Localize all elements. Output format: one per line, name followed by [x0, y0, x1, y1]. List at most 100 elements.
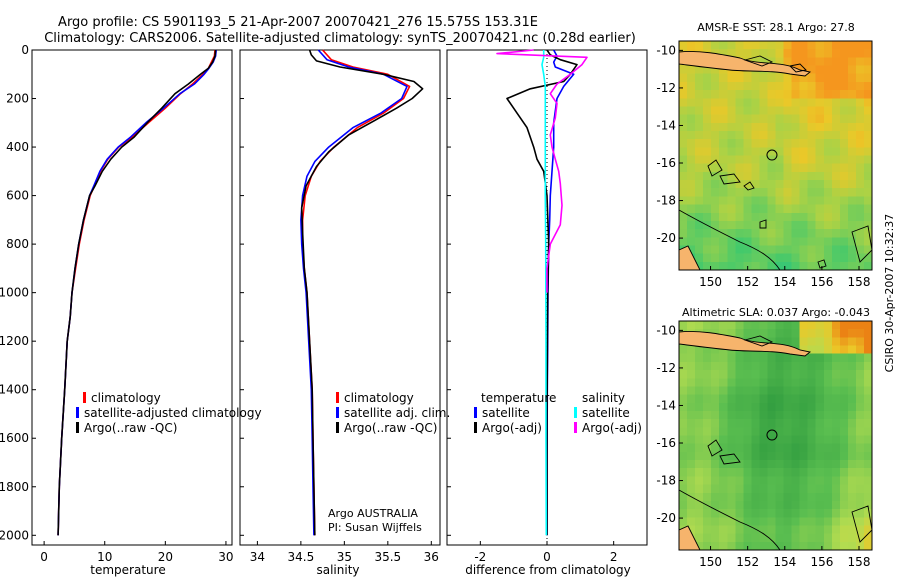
- sla_map-cell: [703, 533, 712, 543]
- sla_map-cell: [695, 533, 704, 543]
- sla_map-cell: [719, 402, 728, 412]
- sst_map-cell: [759, 204, 769, 214]
- sla_map-cell: [823, 443, 833, 453]
- sla_map-cell: [751, 484, 761, 494]
- sst_map-cell: [719, 155, 728, 165]
- sla_map-cell: [727, 378, 736, 388]
- sla_map-cell: [855, 345, 865, 355]
- sst_map-cell: [743, 171, 752, 181]
- sst_map-cell: [807, 122, 817, 132]
- sst_map-cell: [815, 245, 825, 255]
- sst_map-cell: [839, 122, 849, 132]
- sst_map-cell: [847, 253, 857, 263]
- sst_map-cell: [855, 98, 865, 108]
- sla_map-cell: [751, 361, 761, 371]
- sla_map-cell: [823, 484, 833, 494]
- sst_map-cell: [759, 41, 769, 50]
- sst_map-cell: [759, 155, 769, 165]
- sst_map-cell: [839, 98, 849, 108]
- sla_map-cell: [751, 419, 761, 428]
- sst_map-cell: [807, 180, 817, 189]
- sst_map-cell: [783, 106, 793, 116]
- sla_map-cell: [823, 500, 833, 510]
- sst_map-cell: [815, 261, 825, 270]
- sla_map-cell: [711, 509, 720, 518]
- sst_map-cell: [815, 253, 825, 263]
- sst_map-cell: [687, 106, 696, 116]
- sst_map-cell: [775, 196, 785, 206]
- sla_map-cell: [831, 541, 841, 550]
- sst_map-cell: [735, 245, 744, 255]
- sla_map-cell: [695, 476, 704, 486]
- sla_map-cell: [831, 451, 841, 461]
- sst_map-cell: [847, 73, 857, 83]
- sla_map-cell: [807, 353, 817, 363]
- sst_map-cell: [687, 90, 696, 99]
- sla_map-cell: [863, 394, 872, 404]
- sla_map-cell: [799, 435, 809, 445]
- sla_map-cell: [735, 378, 744, 388]
- legend-swatch-satellite-adjusted: [76, 407, 79, 418]
- sla_map-cell: [783, 435, 793, 445]
- sla_map-cell: [855, 525, 865, 535]
- sst_map-cell: [807, 212, 817, 222]
- sst_map-cell: [807, 237, 817, 247]
- sla_map-cell: [855, 476, 865, 486]
- sla-land-papua: [679, 331, 812, 357]
- sst_map-cell: [783, 261, 793, 270]
- sla_map-cell: [751, 533, 761, 543]
- sla_map-cell: [695, 386, 704, 396]
- sla_map-cell: [815, 443, 825, 453]
- sst_map-cell: [847, 90, 857, 99]
- sst_map-cell: [807, 57, 817, 67]
- sla_map-cell: [703, 427, 712, 437]
- sla_map-cell: [687, 468, 696, 477]
- sst_map-cell: [791, 253, 801, 263]
- sla_map-cell: [855, 427, 865, 437]
- sla_map-cell: [743, 509, 752, 518]
- legend-label-satellite-adjusted: satellite-adjusted climatology: [84, 406, 262, 420]
- sla_map-cell: [823, 370, 833, 379]
- sla_map-cell: [719, 476, 728, 486]
- sla_map-xtick-label: 156: [810, 555, 833, 569]
- sst_map-cell: [847, 114, 857, 124]
- sla_map-cell: [703, 321, 712, 330]
- sla_map-cell: [831, 345, 841, 355]
- sst_map-cell: [831, 204, 841, 214]
- sst_map-cell: [783, 41, 793, 50]
- sla_map-cell: [783, 492, 793, 502]
- sst_map-cell: [703, 147, 712, 157]
- sla_map-cell: [799, 370, 809, 379]
- sst_map-cell: [847, 98, 857, 108]
- sst_map-cell: [751, 41, 761, 50]
- sla_map-cell: [823, 533, 833, 543]
- sla_map-cell: [775, 410, 785, 420]
- sst_map-cell: [847, 130, 857, 140]
- sla_map-cell: [727, 386, 736, 396]
- sla_map-cell: [847, 361, 857, 371]
- sla_map-cell: [855, 419, 865, 428]
- sst_map-ytick-label: -14: [656, 118, 676, 132]
- sst_map-cell: [831, 122, 841, 132]
- sla_map-cell: [791, 419, 801, 428]
- sst_map-cell: [775, 163, 785, 173]
- sla_map-cell: [767, 370, 777, 379]
- sla_map-cell: [711, 517, 720, 527]
- sst_map-cell: [727, 81, 736, 91]
- sst_map-cell: [775, 188, 785, 197]
- sst_map-cell: [799, 114, 809, 124]
- sst_map-cell: [815, 237, 825, 247]
- sst_map-cell: [743, 229, 752, 238]
- sst_map-cell: [823, 155, 833, 165]
- sla_map-cell: [679, 468, 688, 477]
- sst_map-cell: [719, 163, 728, 173]
- sst_map-cell: [719, 204, 728, 214]
- sst_map-ytick-label: -12: [656, 81, 676, 95]
- sla_map-cell: [767, 460, 777, 469]
- sla_map-cell: [743, 484, 752, 494]
- sla_map-cell: [839, 492, 849, 502]
- sst_map-cell: [791, 171, 801, 181]
- sst_map-cell: [863, 114, 872, 124]
- sst_map-cell: [791, 139, 801, 148]
- sst_map-cell: [767, 237, 777, 247]
